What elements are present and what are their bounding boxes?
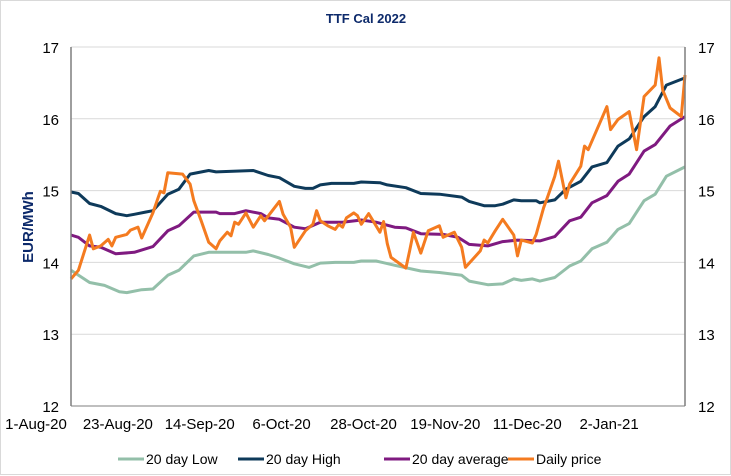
- series-20-day-low: [70, 165, 686, 295]
- x-tick-label: 11-Dec-20: [493, 416, 562, 433]
- legend-item: 20 day average: [384, 451, 509, 467]
- legend-label: Daily price: [536, 451, 602, 467]
- legend-item: 20 day High: [238, 451, 341, 467]
- legend-label: 20 day Low: [146, 451, 218, 467]
- x-tick-label: 19-Nov-20: [410, 416, 480, 433]
- y-tick-label: 12: [42, 399, 59, 416]
- y-axis-label: EUR/MWh: [20, 191, 37, 263]
- x-tick-label: 2-Jan-21: [579, 416, 638, 433]
- x-axis-ticks: 1-Aug-20 23-Aug-20 14-Sep-20 6-Oct-20 28-Oct…: [5, 416, 639, 433]
- secondary-y-axis-ticks: 12 13 14 15 16 17: [698, 40, 715, 416]
- secondary-y-tick-label: 17: [698, 40, 715, 57]
- series-line: [69, 56, 687, 280]
- x-tick-label: 1-Aug-20: [5, 416, 67, 433]
- series-line: [70, 165, 686, 295]
- legend: 20 day Low 20 day High 20 day average Daily…: [118, 451, 602, 467]
- secondary-y-tick-label: 12: [698, 399, 715, 416]
- series-lines: [69, 56, 687, 295]
- series-daily-price: [69, 56, 687, 280]
- y-tick-label: 17: [42, 40, 59, 57]
- y-tick-label: 16: [42, 112, 59, 129]
- x-tick-label: 23-Aug-20: [83, 416, 153, 433]
- legend-item: Daily price: [508, 451, 602, 467]
- secondary-y-tick-label: 13: [698, 327, 715, 344]
- secondary-y-tick-label: 14: [698, 255, 715, 272]
- legend-item: 20 day Low: [118, 451, 218, 467]
- legend-label: 20 day High: [266, 451, 341, 467]
- y-tick-label: 15: [42, 184, 59, 201]
- x-tick-label: 28-Oct-20: [330, 416, 397, 433]
- series-20-day-high: [70, 76, 686, 218]
- x-tick-label: 14-Sep-20: [165, 416, 235, 433]
- chart-title: TTF Cal 2022: [326, 11, 406, 26]
- series-line: [70, 76, 686, 218]
- y-tick-label: 14: [42, 255, 59, 272]
- series-20-day-average: [70, 115, 686, 256]
- secondary-y-tick-label: 15: [698, 184, 715, 201]
- series-line: [70, 115, 686, 256]
- legend-label: 20 day average: [412, 451, 509, 467]
- y-tick-label: 13: [42, 327, 59, 344]
- y-axis-ticks: 12 13 14 15 16 17: [42, 40, 59, 416]
- secondary-y-tick-label: 16: [698, 112, 715, 129]
- x-tick-label: 6-Oct-20: [252, 416, 310, 433]
